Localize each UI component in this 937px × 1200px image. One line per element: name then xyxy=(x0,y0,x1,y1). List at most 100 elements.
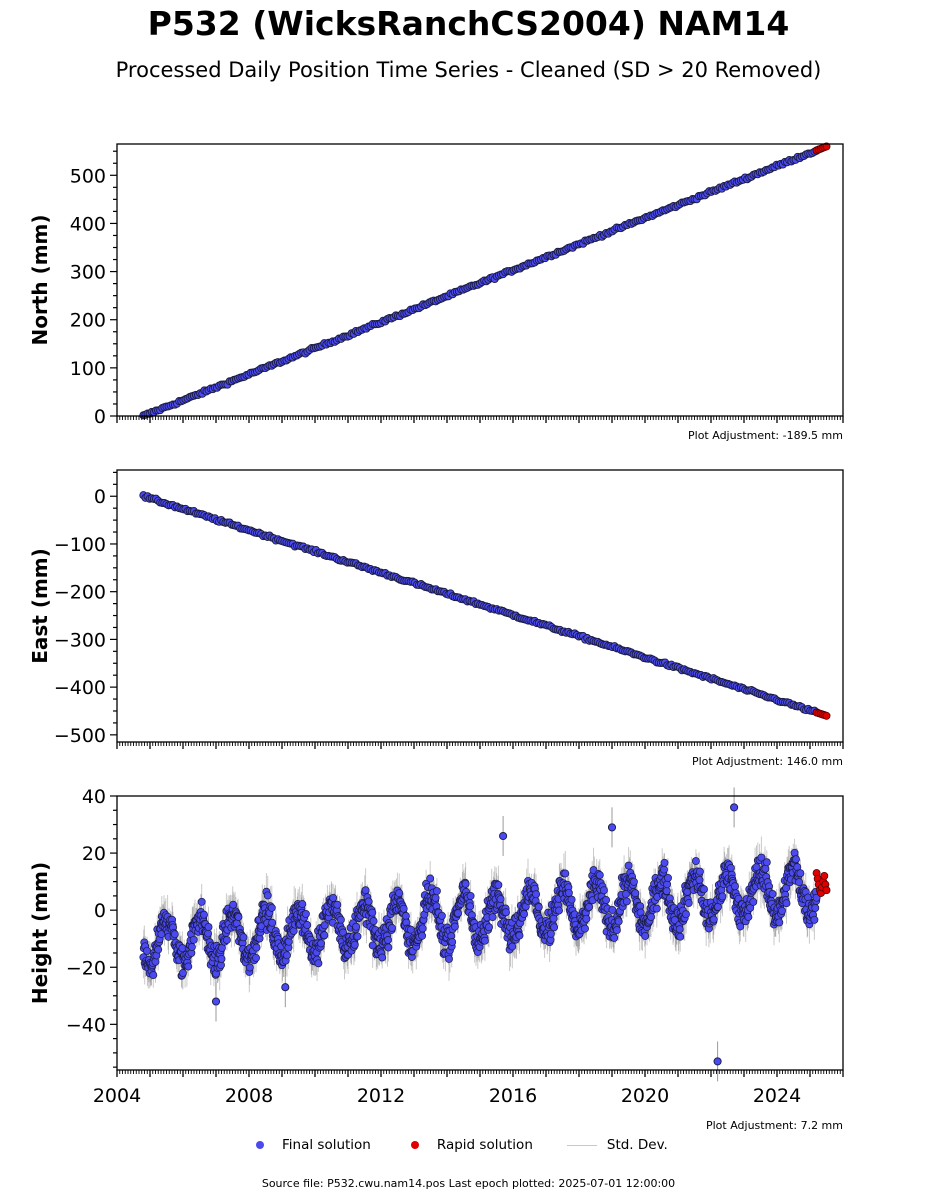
final-point xyxy=(534,903,543,912)
rapid-point xyxy=(820,871,829,880)
final-point xyxy=(333,900,342,909)
data-points-0 xyxy=(139,142,831,420)
final-point xyxy=(663,880,672,889)
final-point xyxy=(682,910,690,919)
data-points-1 xyxy=(139,491,831,720)
final-point xyxy=(353,932,362,941)
final-point xyxy=(675,925,684,934)
final-point xyxy=(361,886,370,895)
final-point xyxy=(298,900,307,908)
final-point xyxy=(268,918,277,927)
final-point xyxy=(200,910,208,919)
legend-rapid-label: Rapid solution xyxy=(436,1137,533,1153)
y-tick-label: 200 xyxy=(70,310,106,332)
final-point xyxy=(662,886,671,895)
final-point xyxy=(795,878,804,887)
final-point xyxy=(660,865,668,874)
y-tick-label: −20 xyxy=(66,957,106,979)
final-point xyxy=(546,929,555,938)
final-point xyxy=(317,939,326,948)
final-point xyxy=(796,869,805,878)
east-plot-adjustment: Plot Adjustment: 146.0 mm xyxy=(691,755,843,768)
final-point xyxy=(647,912,655,921)
final-point xyxy=(418,931,427,940)
x-tick-label: 2024 xyxy=(753,1085,801,1107)
final-point xyxy=(718,892,727,901)
final-point xyxy=(437,911,446,920)
subplot-0: 0 100 200 300 400 500 North (mm) xyxy=(28,142,844,428)
final-point xyxy=(684,899,693,908)
final-point xyxy=(399,904,408,913)
legend-rapid: Rapid solution xyxy=(405,1137,533,1153)
y-tick-label: 300 xyxy=(70,262,106,284)
final-point xyxy=(426,874,435,883)
x-tick-label: 2020 xyxy=(621,1085,669,1107)
y-tick-label: −100 xyxy=(54,534,106,556)
final-point xyxy=(466,891,475,900)
legend-final: Final solution xyxy=(250,1137,371,1153)
final-point xyxy=(329,893,338,902)
rapid-point xyxy=(822,711,831,720)
final-point xyxy=(564,888,573,897)
final-point xyxy=(810,915,819,924)
final-point xyxy=(461,879,470,888)
final-point xyxy=(610,933,619,942)
final-point xyxy=(792,855,800,864)
outlier-point xyxy=(211,997,221,1006)
final-point xyxy=(691,857,700,866)
final-point xyxy=(406,925,415,934)
final-point xyxy=(757,853,766,862)
final-solution-marker xyxy=(256,1141,264,1149)
final-point xyxy=(143,946,151,955)
final-point xyxy=(450,922,459,931)
final-point xyxy=(336,915,345,924)
final-point xyxy=(245,963,254,972)
outlier-point xyxy=(281,983,290,992)
final-point xyxy=(263,891,272,900)
final-point xyxy=(314,959,323,968)
final-point xyxy=(585,903,594,911)
outlier-point xyxy=(499,831,508,841)
final-point xyxy=(496,895,505,904)
final-point xyxy=(790,848,799,857)
final-point xyxy=(730,882,739,891)
y-tick-label: −500 xyxy=(54,725,106,747)
final-point xyxy=(364,897,373,906)
rapid-point xyxy=(822,886,831,895)
y-tick-label: −400 xyxy=(54,677,106,699)
final-point xyxy=(283,951,291,960)
final-point xyxy=(676,932,685,941)
y-tick-label: 20 xyxy=(82,843,106,865)
final-point xyxy=(700,885,708,894)
x-tick-label: 2012 xyxy=(357,1085,405,1107)
data-points-2 xyxy=(139,787,831,1082)
final-point xyxy=(761,864,770,873)
final-point xyxy=(149,971,158,980)
final-point xyxy=(189,935,198,944)
final-point xyxy=(301,909,310,918)
final-point xyxy=(170,930,179,939)
final-point xyxy=(303,921,312,929)
final-point xyxy=(581,924,589,933)
final-point xyxy=(445,954,453,963)
final-point xyxy=(614,917,623,926)
final-point xyxy=(352,922,361,931)
north-plot-adjustment: Plot Adjustment: -189.5 mm xyxy=(688,429,843,442)
final-point xyxy=(320,931,329,940)
final-point xyxy=(664,873,672,882)
final-point xyxy=(561,869,570,878)
y-tick-label: 0 xyxy=(94,900,106,922)
final-point xyxy=(289,927,298,935)
source-footer: Source file: P532.cwu.nam14.pos Last epo… xyxy=(261,1177,676,1190)
final-point xyxy=(695,875,704,884)
final-point xyxy=(395,889,404,898)
final-point xyxy=(550,923,559,932)
y-tick-label: 0 xyxy=(94,406,106,428)
final-point xyxy=(749,897,758,906)
final-point xyxy=(641,931,650,940)
x-tick-label: 2016 xyxy=(489,1085,537,1107)
final-point xyxy=(401,912,410,920)
final-point xyxy=(154,945,163,954)
final-point xyxy=(660,858,669,867)
